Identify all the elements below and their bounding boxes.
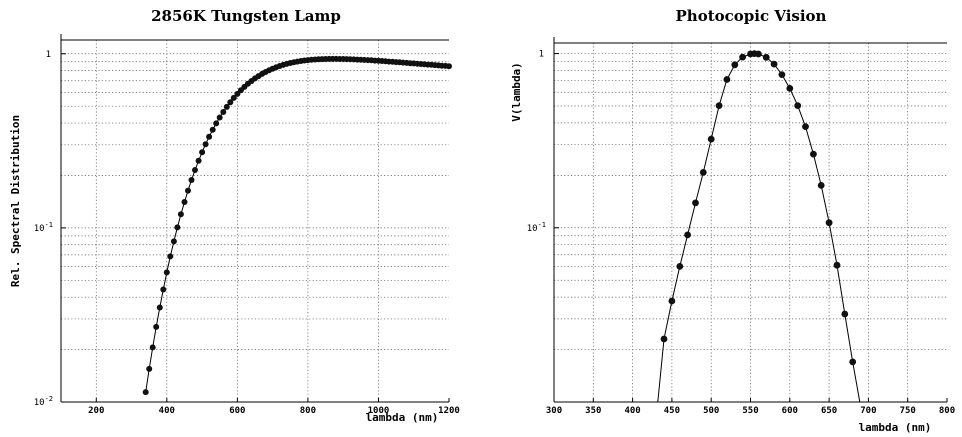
- data-point: [810, 150, 817, 158]
- data-point: [684, 231, 691, 239]
- series-line: [145, 58, 450, 393]
- x-tick-label: 1200: [438, 406, 460, 416]
- data-point: [707, 135, 715, 143]
- y-tick-label: 10-2: [34, 395, 53, 408]
- data-point: [786, 85, 794, 92]
- x-tick-label: 450: [664, 406, 680, 416]
- data-point: [739, 53, 746, 61]
- data-point: [163, 269, 170, 276]
- data-point: [195, 157, 202, 164]
- chart-photopic: 300 350 400 450 500 550 600 650 700 750 800 10-1 1 Ph…: [510, 7, 955, 434]
- data-point: [146, 365, 153, 372]
- x-tick-label: 550: [742, 406, 758, 416]
- y-tick-exponent: -1: [538, 221, 546, 229]
- data-point: [676, 263, 684, 270]
- data-point: [817, 182, 825, 189]
- data-point: [770, 60, 778, 68]
- y-tick-mantissa: 10: [527, 224, 538, 234]
- y-tick-mantissa: 10: [34, 224, 45, 234]
- data-point: [802, 123, 809, 130]
- data-point: [841, 310, 849, 318]
- x-tick-label: 400: [159, 406, 175, 416]
- data-point: [167, 253, 174, 260]
- y-axis-label: Rel. Spectral Distribution: [9, 115, 22, 287]
- x-tick-label: 600: [229, 406, 245, 416]
- y-tick-exponent: -1: [45, 221, 53, 229]
- data-point: [220, 109, 227, 115]
- data-point: [446, 63, 452, 70]
- x-tick-label: 500: [703, 406, 719, 416]
- data-point: [668, 297, 676, 305]
- data-point: [206, 133, 213, 140]
- data-point: [715, 102, 723, 109]
- data-point: [160, 286, 167, 293]
- chart-title: 2856K Tungsten Lamp: [151, 7, 341, 25]
- data-point: [692, 199, 699, 207]
- y-tick-label: 10-1: [527, 221, 546, 234]
- data-point: [177, 211, 184, 218]
- data-point: [778, 71, 786, 78]
- data-point: [699, 169, 707, 176]
- data-point: [153, 323, 160, 330]
- x-tick-label: 1000: [368, 406, 390, 416]
- y-tick-label: 10-1: [34, 221, 53, 234]
- data-point: [216, 114, 223, 121]
- data-point: [213, 120, 220, 127]
- data-point: [149, 344, 156, 351]
- y-axis-label: V(lambda): [510, 62, 523, 122]
- x-axis-label: lambda (nm): [859, 421, 932, 434]
- data-point: [142, 389, 149, 396]
- data-point: [230, 94, 237, 101]
- x-tick-label: 700: [860, 406, 876, 416]
- data-point: [849, 358, 857, 366]
- x-tick-label: 800: [939, 406, 955, 416]
- data-point: [755, 50, 762, 58]
- data-point: [209, 126, 216, 133]
- x-tick-label: 300: [546, 406, 562, 416]
- y-tick-exponent: -2: [45, 395, 53, 403]
- data-point: [185, 187, 191, 194]
- data-point: [174, 224, 181, 231]
- data-point: [762, 53, 770, 61]
- data-point: [188, 177, 195, 183]
- data-point: [223, 103, 230, 110]
- data-point: [227, 99, 234, 106]
- x-tick-label: 350: [585, 406, 601, 416]
- data-point: [156, 304, 163, 311]
- data-point: [660, 335, 668, 343]
- chart-title: Photocopic Vision: [676, 7, 827, 25]
- x-tick-label: 750: [900, 406, 916, 416]
- data-point: [794, 102, 802, 109]
- data-point: [723, 76, 731, 83]
- data-point: [833, 261, 841, 269]
- data-point: [202, 141, 209, 148]
- data-point: [731, 61, 739, 69]
- x-tick-label: 600: [782, 406, 798, 416]
- x-axis-label: lambda (nm): [366, 411, 439, 424]
- data-point: [825, 219, 833, 227]
- data-point: [192, 167, 198, 173]
- x-tick-label: 800: [300, 406, 316, 416]
- x-tick-label: 200: [88, 406, 104, 416]
- data-point: [181, 199, 188, 205]
- y-tick-mantissa: 10: [34, 398, 45, 408]
- y-tick-label: 1: [46, 50, 51, 60]
- x-tick-label: 400: [624, 406, 640, 416]
- x-tick-label: 650: [821, 406, 837, 416]
- data-point: [170, 238, 177, 245]
- y-tick-label: 1: [539, 50, 544, 60]
- data-point: [199, 149, 206, 156]
